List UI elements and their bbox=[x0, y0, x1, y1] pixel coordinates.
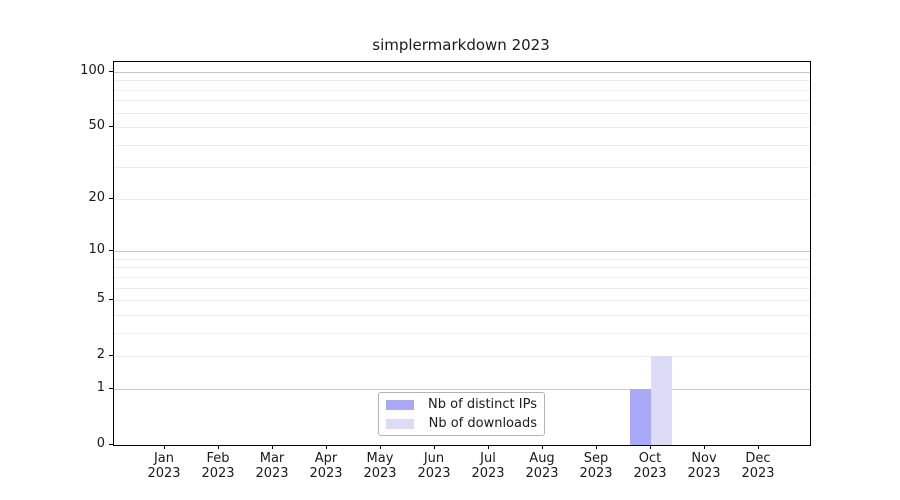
x-tick-dec bbox=[758, 445, 759, 449]
y-tick-100 bbox=[109, 70, 113, 72]
legend-swatch-downloads bbox=[386, 418, 414, 429]
y-tick-label-5: 5 bbox=[96, 291, 105, 307]
y-tick-10 bbox=[109, 250, 113, 252]
x-tick-label-sep: Sep 2023 bbox=[579, 451, 613, 481]
x-tick-apr bbox=[326, 445, 327, 449]
legend-swatch-distinct-ips bbox=[386, 399, 414, 410]
minor-gridline-90 bbox=[114, 80, 810, 82]
x-tick-label-nov: Nov 2023 bbox=[687, 451, 721, 481]
x-tick-label-mar: Mar 2023 bbox=[255, 451, 289, 481]
major-gridline-1 bbox=[114, 388, 810, 390]
minor-gridline-20 bbox=[114, 198, 810, 200]
bar-nb-of-distinct-ips-oct bbox=[630, 388, 651, 445]
minor-gridline-5 bbox=[114, 300, 810, 302]
y-tick-label-0: 0 bbox=[96, 436, 105, 451]
y-tick-label-10: 10 bbox=[88, 242, 105, 258]
legend-label-downloads: Nb of downloads bbox=[428, 416, 537, 431]
y-tick-1 bbox=[109, 387, 113, 389]
minor-gridline-4 bbox=[114, 314, 810, 316]
minor-gridline-80 bbox=[114, 89, 810, 91]
y-tick-2 bbox=[109, 355, 113, 357]
x-tick-label-oct: Oct 2023 bbox=[633, 451, 667, 481]
x-tick-label-may: May 2023 bbox=[363, 451, 397, 481]
minor-gridline-7 bbox=[114, 276, 810, 278]
legend-row-distinct-ips: Nb of distinct IPs bbox=[386, 395, 537, 414]
x-tick-label-jul: Jul 2023 bbox=[471, 451, 505, 481]
x-tick-mar bbox=[272, 445, 273, 449]
y-tick-label-2: 2 bbox=[96, 347, 105, 363]
y-tick-label-50: 50 bbox=[88, 118, 105, 133]
y-tick-5 bbox=[109, 299, 113, 301]
minor-gridline-70 bbox=[114, 100, 810, 102]
minor-gridline-2 bbox=[114, 356, 810, 358]
x-tick-may bbox=[380, 445, 381, 449]
x-tick-label-dec: Dec 2023 bbox=[741, 451, 775, 481]
x-tick-feb bbox=[218, 445, 219, 449]
x-tick-label-jan: Jan 2023 bbox=[147, 451, 181, 481]
x-tick-jan bbox=[164, 445, 165, 449]
minor-gridline-6 bbox=[114, 287, 810, 289]
minor-gridline-50 bbox=[114, 127, 810, 128]
minor-gridline-3 bbox=[114, 332, 810, 334]
y-tick-label-100: 100 bbox=[80, 62, 105, 78]
x-tick-nov bbox=[704, 445, 705, 449]
x-tick-aug bbox=[542, 445, 543, 449]
major-gridline-10 bbox=[114, 251, 810, 253]
x-tick-label-jun: Jun 2023 bbox=[417, 451, 451, 481]
x-tick-label-feb: Feb 2023 bbox=[201, 451, 235, 481]
minor-gridline-8 bbox=[114, 267, 810, 269]
plot-area bbox=[113, 61, 811, 446]
y-tick-50 bbox=[109, 126, 113, 127]
x-tick-label-apr: Apr 2023 bbox=[309, 451, 343, 481]
y-tick-20 bbox=[109, 197, 113, 199]
x-tick-oct bbox=[650, 445, 651, 449]
minor-gridline-30 bbox=[114, 167, 810, 169]
legend-label-distinct-ips: Nb of distinct IPs bbox=[428, 397, 537, 412]
minor-gridline-60 bbox=[114, 112, 810, 114]
legend: Nb of distinct IPs Nb of downloads bbox=[378, 392, 545, 436]
y-tick-0 bbox=[109, 444, 113, 445]
x-tick-label-aug: Aug 2023 bbox=[525, 451, 559, 481]
x-tick-sep bbox=[596, 445, 597, 449]
minor-gridline-40 bbox=[114, 144, 810, 146]
legend-row-downloads: Nb of downloads bbox=[386, 414, 537, 433]
minor-gridline-9 bbox=[114, 258, 810, 260]
x-tick-jul bbox=[488, 445, 489, 449]
chart-title: simplermarkdown 2023 bbox=[372, 36, 550, 54]
y-tick-label-20: 20 bbox=[88, 189, 105, 205]
x-tick-jun bbox=[434, 445, 435, 449]
y-tick-label-1: 1 bbox=[96, 379, 105, 395]
major-gridline-100 bbox=[114, 71, 810, 73]
bar-nb-of-downloads-oct bbox=[651, 356, 672, 445]
